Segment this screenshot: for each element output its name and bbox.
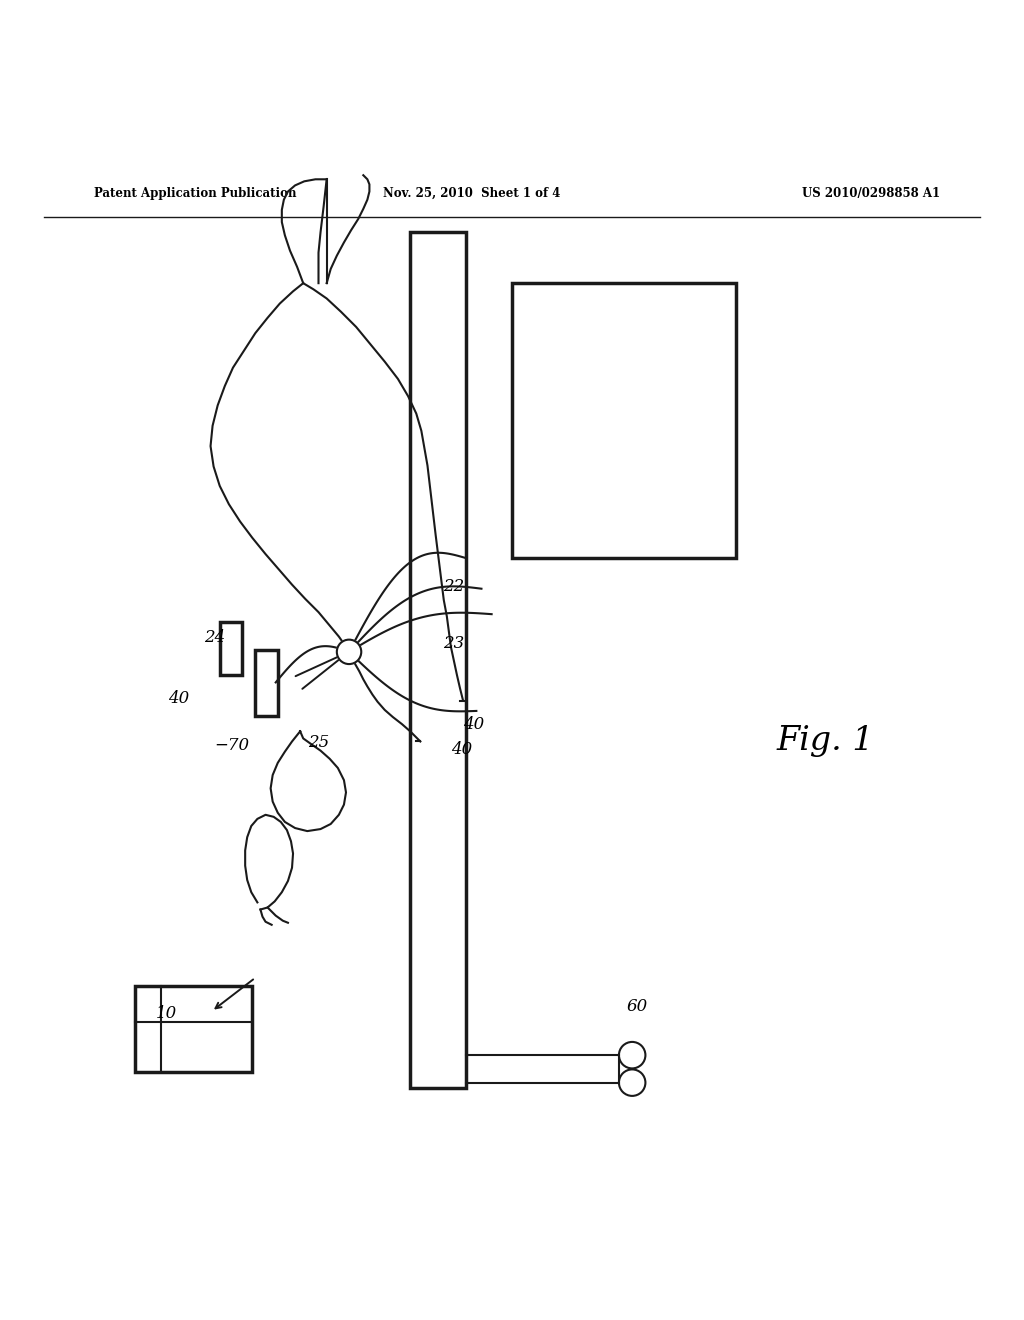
- Circle shape: [337, 640, 361, 664]
- Bar: [411, 232, 466, 1088]
- Text: 10: 10: [156, 1006, 177, 1023]
- Bar: [512, 284, 736, 558]
- Text: 40: 40: [463, 717, 484, 733]
- Bar: [255, 649, 278, 715]
- Bar: [135, 986, 252, 1072]
- Text: −70: −70: [215, 737, 250, 754]
- Text: 22: 22: [442, 578, 464, 595]
- Bar: [220, 622, 242, 676]
- Text: Nov. 25, 2010  Sheet 1 of 4: Nov. 25, 2010 Sheet 1 of 4: [383, 187, 560, 201]
- Text: Fig. 1: Fig. 1: [777, 726, 874, 758]
- Text: 40: 40: [168, 690, 189, 706]
- Text: 60: 60: [626, 998, 647, 1015]
- Text: 23: 23: [442, 635, 464, 652]
- Text: Patent Application Publication: Patent Application Publication: [94, 187, 297, 201]
- Text: US 2010/0298858 A1: US 2010/0298858 A1: [802, 187, 940, 201]
- Text: 40: 40: [451, 741, 472, 758]
- Text: 24: 24: [205, 628, 225, 645]
- Text: 25: 25: [308, 734, 330, 751]
